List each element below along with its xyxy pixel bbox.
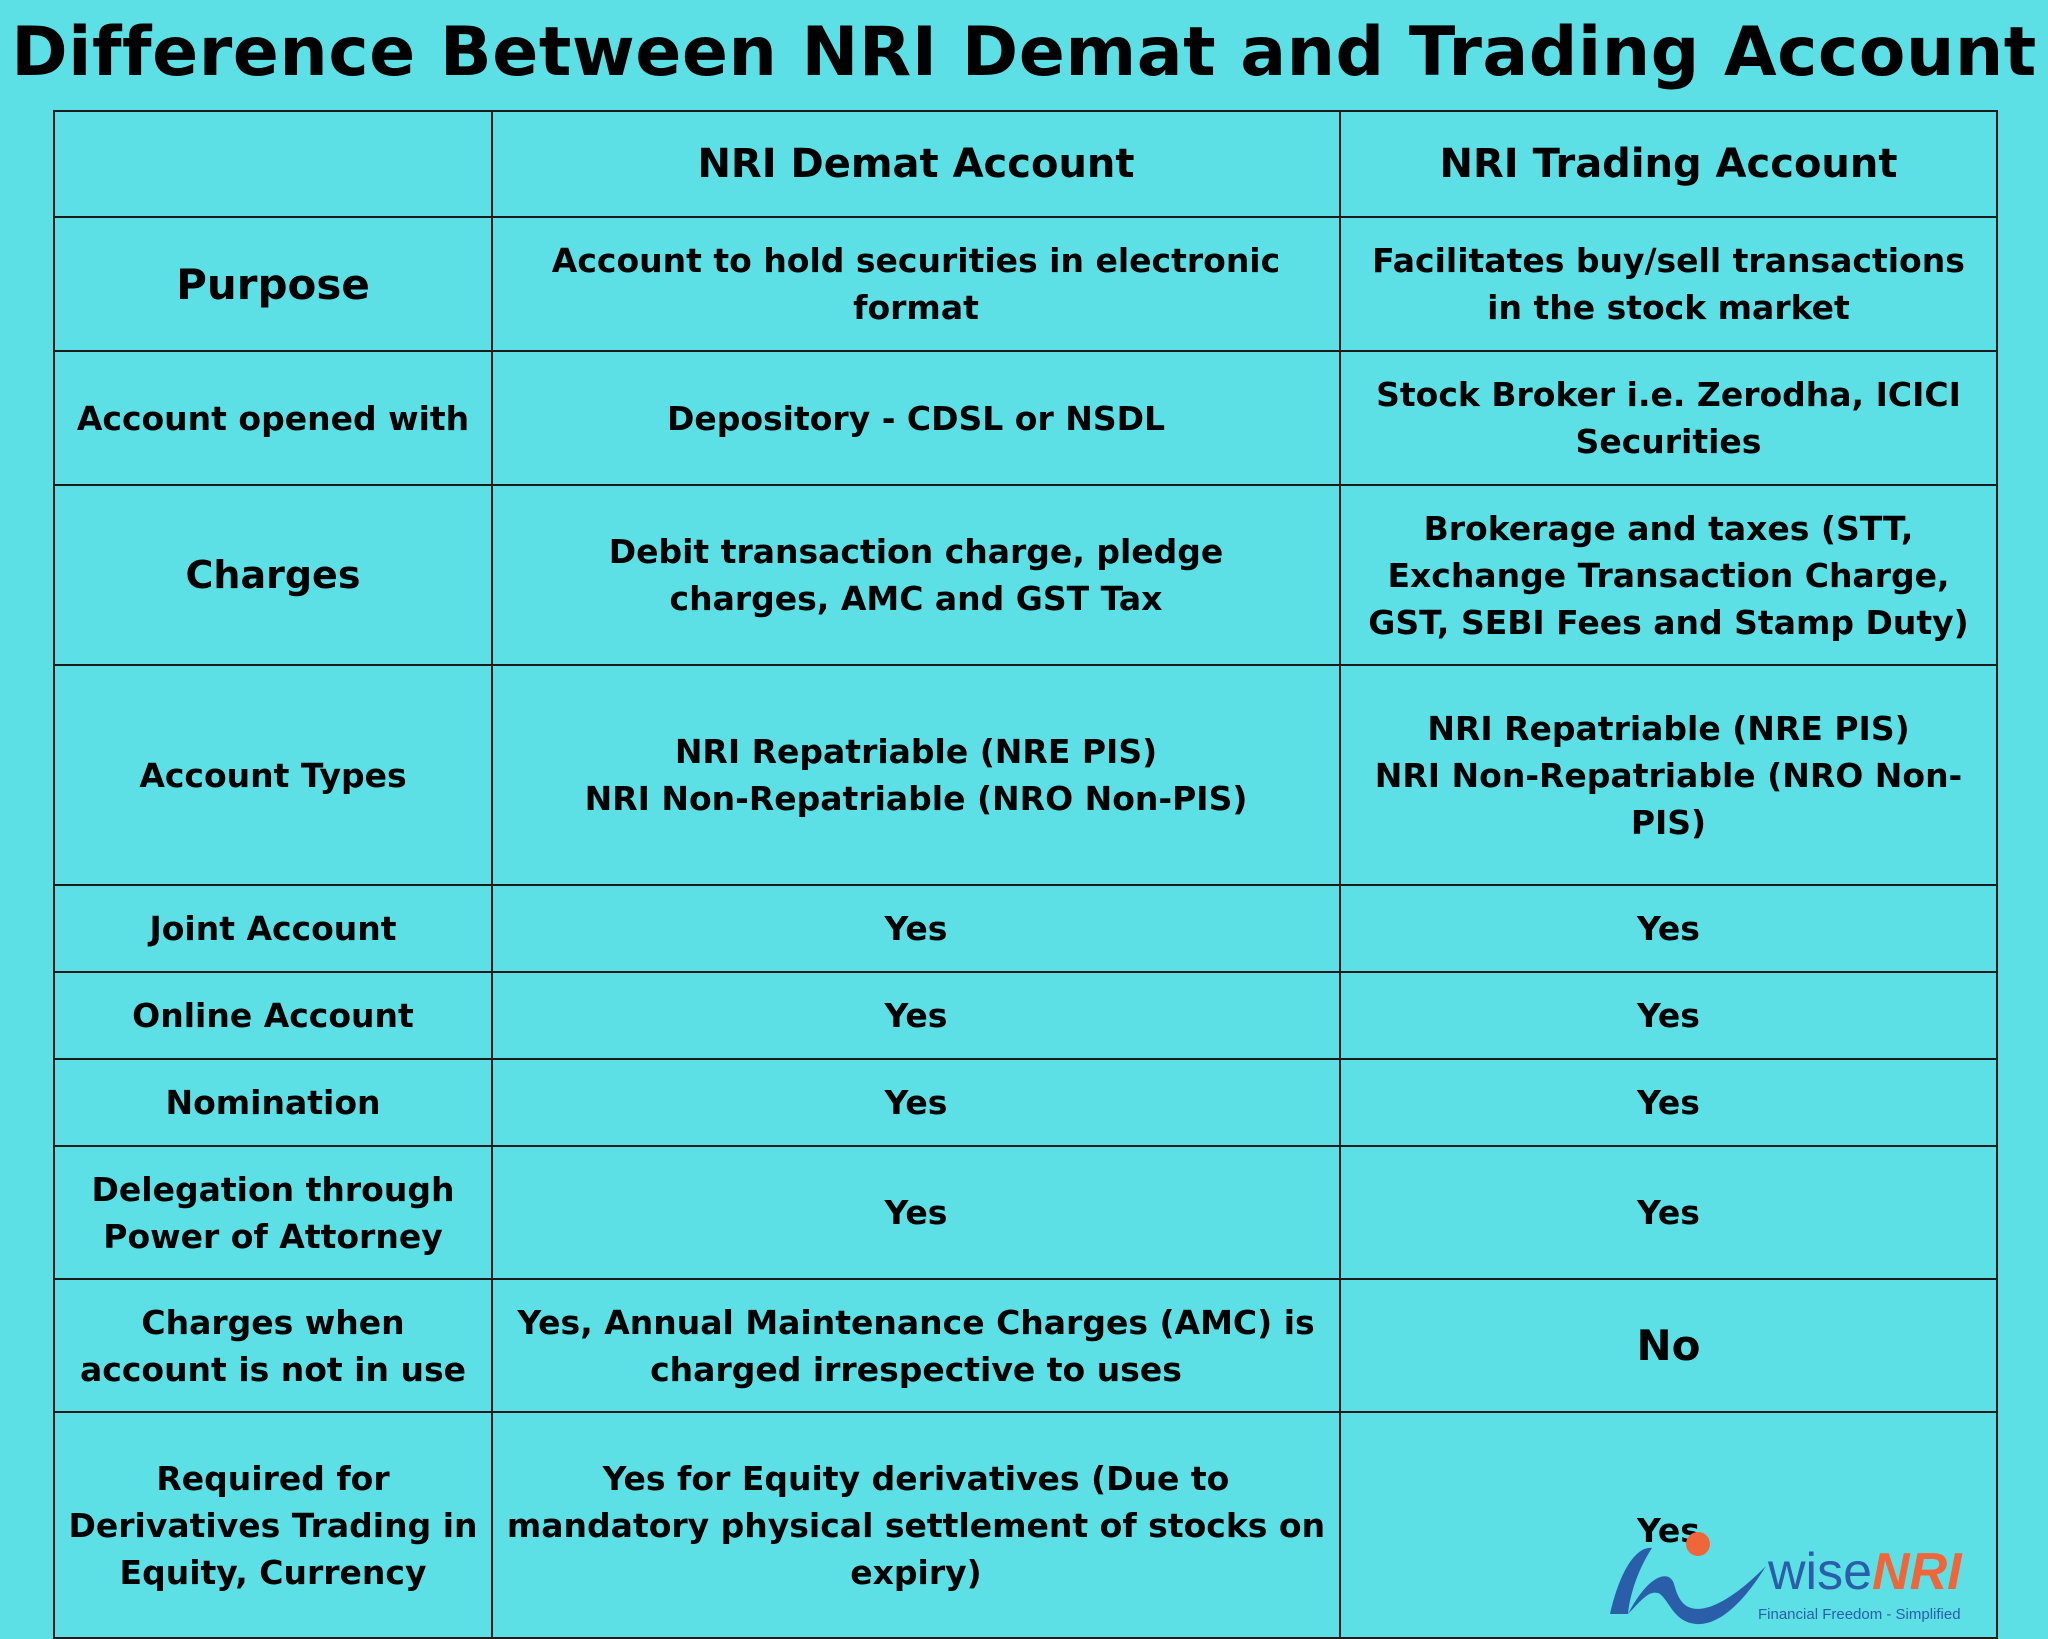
trading-cell: Yes bbox=[1339, 1145, 1998, 1280]
trading-cell: Yes bbox=[1339, 884, 1998, 973]
row-label: Required for Derivatives Trading in Equi… bbox=[53, 1411, 493, 1639]
account-type-line: NRI Non-Repatriable (NRO Non-PIS) bbox=[1374, 755, 1963, 842]
header-demat: NRI Demat Account bbox=[491, 110, 1341, 218]
trading-cell: Brokerage and taxes (STT, Exchange Trans… bbox=[1339, 484, 1998, 666]
wisenri-logo: wiseNRI Financial Freedom - Simplified bbox=[1600, 1522, 2000, 1632]
row-label: Purpose bbox=[53, 216, 493, 352]
table-row: Charges when account is not in use Yes, … bbox=[53, 1278, 1998, 1413]
trading-cell: Facilitates buy/sell transactions in the… bbox=[1339, 216, 1998, 352]
row-label: Delegation through Power of Attorney bbox=[53, 1145, 493, 1280]
demat-cell: Account to hold securities in electronic… bbox=[491, 216, 1341, 352]
row-label: Nomination bbox=[53, 1058, 493, 1147]
trading-cell: Stock Broker i.e. Zerodha, ICICI Securit… bbox=[1339, 350, 1998, 486]
wisenri-mark-icon bbox=[1610, 1532, 1766, 1625]
row-label: Online Account bbox=[53, 971, 493, 1060]
demat-cell: Yes for Equity derivatives (Due to manda… bbox=[491, 1411, 1341, 1639]
demat-cell: Yes bbox=[491, 1058, 1341, 1147]
logo-tagline: Financial Freedom - Simplified bbox=[1758, 1606, 1961, 1623]
table-row: Purpose Account to hold securities in el… bbox=[53, 216, 1998, 352]
table-row: Charges Debit transaction charge, pledge… bbox=[53, 484, 1998, 666]
row-label: Joint Account bbox=[53, 884, 493, 973]
trading-cell: NRI Repatriable (NRE PIS) NRI Non-Repatr… bbox=[1339, 664, 1998, 886]
demat-cell: Yes bbox=[491, 1145, 1341, 1280]
page-title: Difference Between NRI Demat and Trading… bbox=[11, 12, 2037, 92]
trading-cell: No bbox=[1339, 1278, 1998, 1413]
account-type-line: NRI Repatriable (NRE PIS) bbox=[1427, 708, 1910, 748]
table-row: Online Account Yes Yes bbox=[53, 971, 1998, 1060]
trading-cell: Yes bbox=[1339, 971, 1998, 1060]
header-trading: NRI Trading Account bbox=[1339, 110, 1998, 218]
table-row: Delegation through Power of Attorney Yes… bbox=[53, 1145, 1998, 1280]
demat-cell: Yes, Annual Maintenance Charges (AMC) is… bbox=[491, 1278, 1341, 1413]
table-header-row: NRI Demat Account NRI Trading Account bbox=[53, 110, 1998, 218]
header-corner-cell bbox=[53, 110, 493, 218]
table-row: Nomination Yes Yes bbox=[53, 1058, 1998, 1147]
demat-cell: NRI Repatriable (NRE PIS) NRI Non-Repatr… bbox=[491, 664, 1341, 886]
table-row: Required for Derivatives Trading in Equi… bbox=[53, 1411, 1998, 1639]
demat-cell: Yes bbox=[491, 971, 1341, 1060]
row-label: Account Types bbox=[53, 664, 493, 886]
account-type-line: NRI Non-Repatriable (NRO Non-PIS) bbox=[584, 779, 1248, 818]
demat-cell: Depository - CDSL or NSDL bbox=[491, 350, 1341, 486]
trading-cell: Yes bbox=[1339, 1058, 1998, 1147]
row-label: Account opened with bbox=[53, 350, 493, 486]
table-row: Joint Account Yes Yes bbox=[53, 884, 1998, 973]
account-type-line: NRI Repatriable (NRE PIS) bbox=[674, 732, 1158, 771]
demat-cell: Yes bbox=[491, 884, 1341, 973]
comparison-table: NRI Demat Account NRI Trading Account Pu… bbox=[53, 110, 1998, 1639]
demat-cell: Debit transaction charge, pledge charges… bbox=[491, 484, 1341, 666]
row-label: Charges bbox=[53, 484, 493, 666]
row-label: Charges when account is not in use bbox=[53, 1278, 493, 1413]
table-row: Account opened with Depository - CDSL or… bbox=[53, 350, 1998, 486]
table-row: Account Types NRI Repatriable (NRE PIS) … bbox=[53, 664, 1998, 886]
wisenri-wordmark: wiseNRI bbox=[1768, 1543, 1962, 1601]
